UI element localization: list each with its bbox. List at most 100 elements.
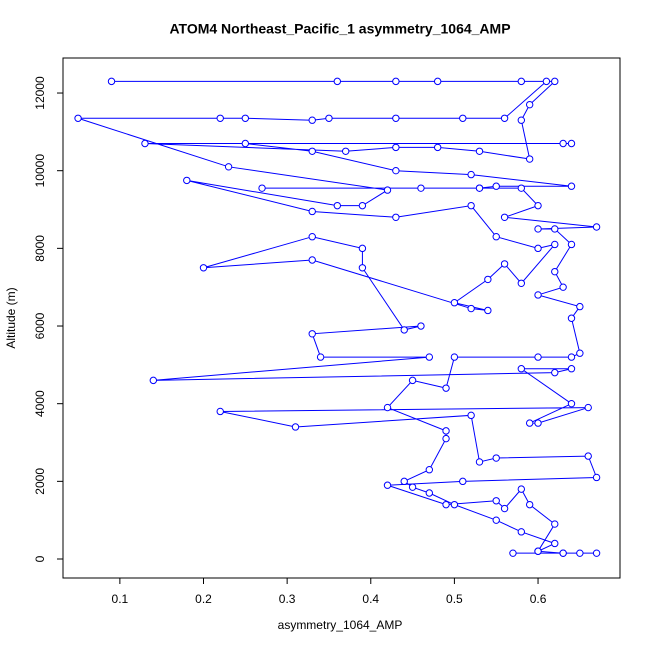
data-point [467,304,475,313]
data-point [216,407,224,416]
y-tick-label: 2000 [33,468,47,495]
data-point [584,403,592,412]
data-point [425,353,434,361]
data-point [316,353,325,361]
data-point [341,147,350,155]
y-tick-label: 0 [33,555,47,562]
data-point [492,497,500,505]
data-point [500,114,509,122]
data-point [517,184,526,192]
data-point [216,114,224,122]
data-point [534,353,542,361]
y-tick-label: 10000 [33,154,47,188]
data-point [308,147,316,155]
data-point [567,182,576,190]
chart-title: ATOM4 Northeast_Pacific_1 asymmetry_1064… [169,21,510,37]
x-tick-label: 0.4 [362,592,379,606]
data-point [567,240,576,249]
data-point [333,201,342,210]
y-tick-label: 4000 [33,390,47,417]
data-point [475,147,484,155]
data-point [475,458,484,466]
data-point [392,213,400,221]
data-point [308,233,316,241]
data-point [592,549,601,557]
data-point [107,77,116,86]
data-point [492,454,500,462]
data-point [525,500,534,509]
data-point [576,549,584,557]
data-point [258,184,266,192]
x-tick-label: 0.3 [279,592,296,606]
data-point [450,353,459,361]
data-point [433,77,442,86]
x-tick-label: 0.1 [112,592,129,606]
data-point [358,264,367,272]
data-point [383,403,392,412]
x-axis-label: asymmetry_1064_AMP [278,618,403,632]
data-point [576,349,584,357]
data-point [224,163,233,171]
data-point [534,419,542,427]
data-point [559,283,567,291]
data-point [576,302,584,311]
plot-frame [62,57,621,579]
data-point [584,452,592,460]
data-point [442,434,450,443]
data-point [567,139,576,148]
data-point [551,225,559,233]
data-point [308,256,316,264]
data-point [551,520,559,528]
data-point [392,143,400,152]
data-point [525,155,534,163]
data-point [433,143,442,152]
data-point [417,322,425,330]
y-axis-label: Altitude (m) [4,287,18,348]
data-point [308,116,316,124]
data-point [459,114,467,122]
data-point [392,114,400,122]
data-point [442,427,450,435]
data-point [551,267,559,276]
data-point [534,201,542,210]
data-point [308,207,316,216]
data-point [467,411,475,420]
data-point [534,244,542,253]
data-point [559,549,567,557]
data-point [358,244,367,253]
data-point [509,549,517,557]
data-point [358,201,367,210]
x-tick-label: 0.6 [530,592,547,606]
data-point [592,223,601,231]
data-point [333,77,342,86]
x-tick-label: 0.5 [446,592,463,606]
data-point [291,423,300,431]
data-point [241,114,250,122]
data-point [534,225,542,233]
data-point [149,376,158,385]
data-point [484,306,492,315]
data-point [551,539,559,548]
data-point [141,139,149,148]
data-point [425,489,434,497]
data-point [450,500,459,509]
data-point [492,182,500,190]
data-point [467,170,475,179]
data-point [492,516,500,524]
data-point [183,176,191,185]
data-point [517,116,526,124]
data-point [484,275,492,284]
data-point [500,260,509,268]
data-point [383,186,392,194]
data-point [525,419,534,427]
data-point [567,314,576,322]
data-point [450,299,459,307]
data-point [525,100,534,109]
data-point [74,114,82,122]
data-point [567,353,576,361]
data-point [467,201,475,210]
data-point [475,184,484,192]
data-point [517,77,526,86]
